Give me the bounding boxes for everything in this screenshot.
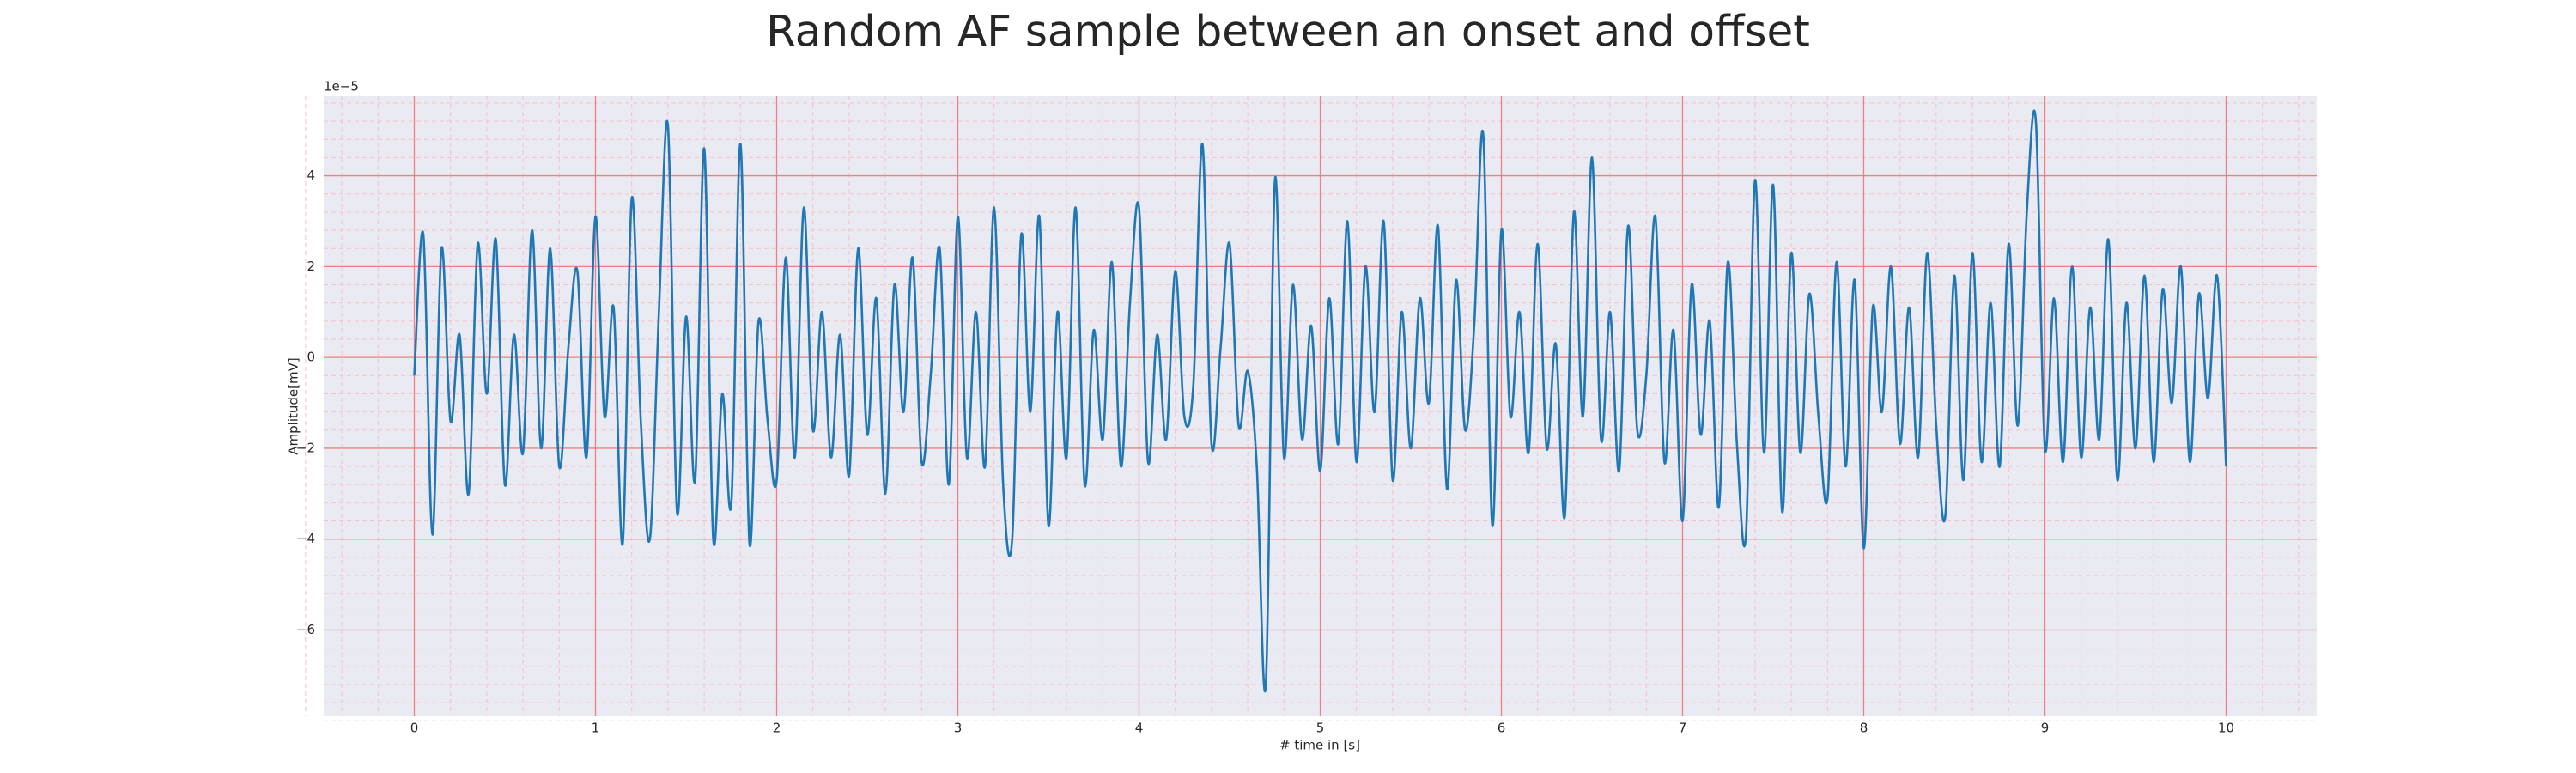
x-tick-label: 3 [954,721,963,736]
x-tick-label: 1 [592,721,600,736]
y-tick-label: 4 [307,167,315,183]
y-offset-label: 1e−5 [324,79,359,94]
x-tick-label: 2 [773,721,781,736]
x-tick-label: 5 [1316,721,1325,736]
x-tick-label: 6 [1498,721,1506,736]
y-axis-label: Amplitude[mV] [286,357,301,454]
y-tick-label: 2 [307,259,315,274]
x-tick-label: 0 [410,721,419,736]
x-tick-label: 7 [1679,721,1687,736]
chart-title: Random AF sample between an onset and of… [766,7,1810,57]
y-tick-label: −2 [296,440,315,455]
x-axis-label: # time in [s] [1279,738,1360,753]
x-tick-label: 4 [1135,721,1144,736]
y-tick-label: −6 [296,622,315,637]
x-tick-label: 8 [1860,721,1868,736]
x-tick-label: 10 [2218,721,2234,736]
y-tick-label: 0 [307,350,315,365]
grid [305,96,2317,721]
y-tick-label: −4 [296,531,315,546]
signal-line [413,109,2227,693]
x-tick-label: 9 [2041,721,2050,736]
